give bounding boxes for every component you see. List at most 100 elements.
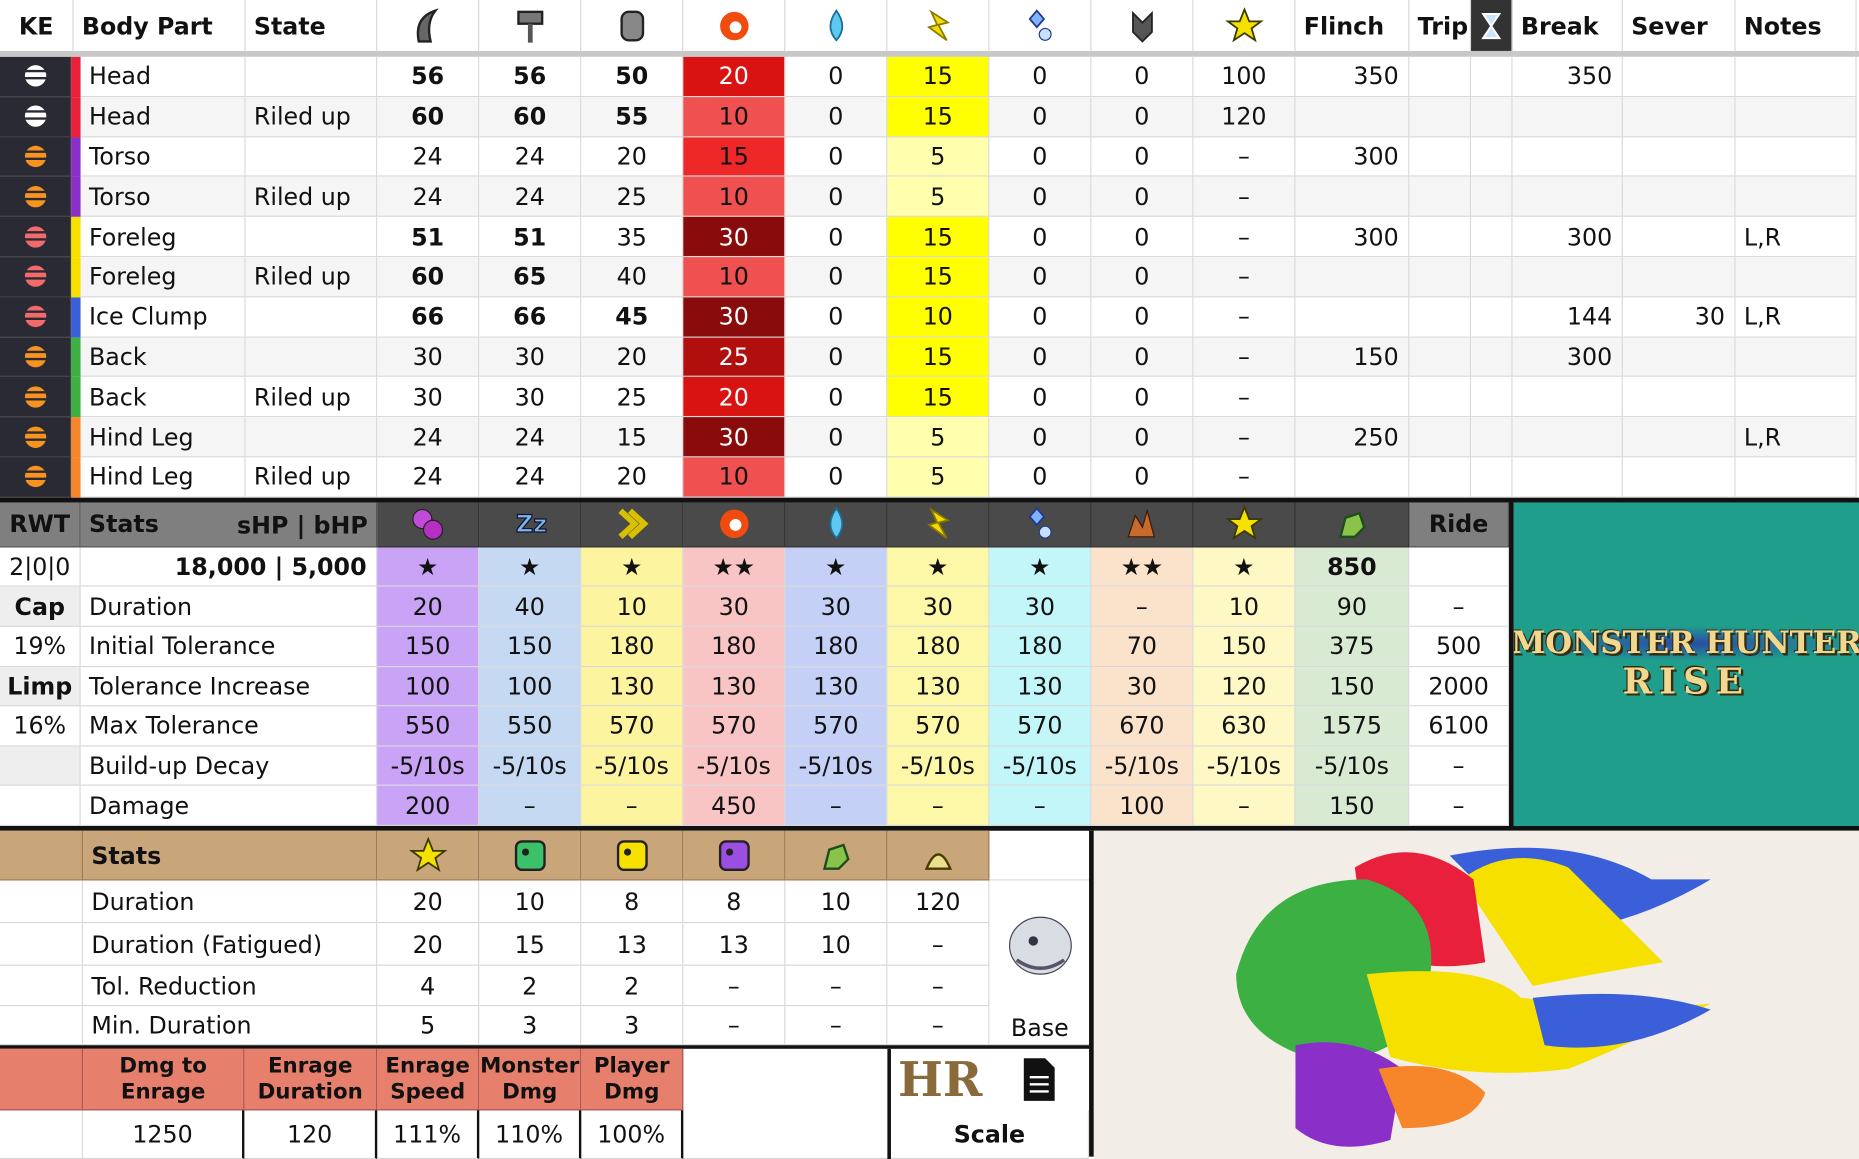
sever: 30 <box>1622 297 1736 338</box>
break: 144 <box>1512 297 1623 338</box>
flinch: 350 <box>1295 56 1410 97</box>
ailment-value: 570 <box>683 706 786 747</box>
hitzone-value: 0 <box>785 377 888 418</box>
icon <box>24 265 46 288</box>
header-icon <box>581 502 684 548</box>
header-cell <box>0 830 84 881</box>
icon <box>1338 511 1366 539</box>
ailment-value: – <box>887 786 990 826</box>
ailment-value: 100 <box>377 666 480 707</box>
ailment-value: – <box>1409 786 1510 826</box>
ailment-value: ★ <box>377 547 480 588</box>
hitzone-value: 20 <box>683 56 786 97</box>
status-value: 4 <box>377 965 480 1007</box>
hitzone-value: 55 <box>581 96 684 137</box>
state: Riled up <box>245 457 378 498</box>
hitzone-value: 10 <box>683 457 786 498</box>
hitzone-value: 0 <box>785 337 888 378</box>
portrait <box>989 880 1092 1010</box>
ailment-value: 550 <box>479 706 582 747</box>
hitzone-value: – <box>1193 457 1296 498</box>
stat-label: Min. Duration <box>83 1006 378 1046</box>
stat-label: Max Tolerance <box>80 706 378 747</box>
logo: MONSTER HUNTER RISE <box>1513 502 1859 826</box>
hitzone-value: – <box>1193 136 1296 178</box>
trip <box>1409 257 1472 298</box>
hitzone-value: 0 <box>785 417 888 458</box>
stat-label: Build-up Decay <box>80 746 378 787</box>
ailment-value: 180 <box>989 626 1092 667</box>
hitzone-value: 51 <box>377 217 480 258</box>
hitzone-value: 24 <box>377 457 480 498</box>
part-color <box>71 297 81 338</box>
sever <box>1622 457 1736 498</box>
flinch <box>1295 257 1410 298</box>
ke-icon <box>0 217 72 258</box>
sever <box>1622 136 1736 178</box>
ke-icon <box>0 377 72 418</box>
status-value: 13 <box>683 923 786 966</box>
hitzone-value: 0 <box>1091 136 1194 178</box>
hitzone-value: 30 <box>377 337 480 378</box>
ailment-value: 200 <box>377 786 480 826</box>
state: Riled up <box>245 177 378 218</box>
ailment-value: 10 <box>581 587 684 627</box>
hitzone-value: 25 <box>581 177 684 218</box>
header-icon <box>989 502 1092 548</box>
header-cell: RWT <box>0 502 81 548</box>
notes: L,R <box>1735 297 1857 338</box>
hitzone-value: 30 <box>683 217 786 258</box>
header-icon <box>1295 502 1410 548</box>
ailment-value: -5/10s <box>887 746 990 787</box>
hitzone-value: 20 <box>683 377 786 418</box>
header-icon <box>887 502 990 548</box>
hitzone-value: 15 <box>887 96 990 137</box>
break <box>1512 377 1623 418</box>
monster-image <box>1093 830 1859 1159</box>
ailment-value: 1575 <box>1295 706 1410 747</box>
hitzone-value: 0 <box>1091 417 1194 458</box>
body-part: Hind Leg <box>80 417 246 458</box>
part-color <box>71 417 81 458</box>
ailment-value: 130 <box>785 666 888 707</box>
header-icon <box>581 0 684 53</box>
status-value: 2 <box>581 965 684 1007</box>
notes <box>1735 96 1857 137</box>
hitzone-value: 15 <box>887 56 990 97</box>
ailment-value: 670 <box>1091 706 1194 747</box>
hitzone-value: 60 <box>377 257 480 298</box>
stat-label: Tolerance Increase <box>80 666 378 707</box>
hitzone-value: 15 <box>683 136 786 178</box>
hitzone-value: 0 <box>989 417 1092 458</box>
trip <box>1409 56 1472 97</box>
ke-icon <box>0 56 72 97</box>
status-value: – <box>887 923 990 966</box>
ailment-value: ★ <box>785 547 888 588</box>
hitzone-value: 30 <box>479 377 582 418</box>
icon <box>24 185 46 208</box>
hitzone-value: 51 <box>479 217 582 258</box>
status-value: 10 <box>785 880 888 924</box>
blank <box>0 965 84 1007</box>
hitzone-value: 0 <box>989 136 1092 178</box>
break <box>1512 96 1623 137</box>
part-color <box>71 457 81 498</box>
header-icon <box>1091 502 1194 548</box>
icon <box>24 105 46 128</box>
hitzone-value: 0 <box>989 377 1092 418</box>
hitzone-value: 24 <box>479 417 582 458</box>
ke-icon <box>0 337 72 378</box>
hitzone-value: – <box>1193 417 1296 458</box>
ailment-value: -5/10s <box>581 746 684 787</box>
hitzone-value: – <box>1193 337 1296 378</box>
state <box>245 217 378 258</box>
header-icon <box>479 830 582 881</box>
hr-logo: HR <box>898 1051 983 1108</box>
icon <box>24 65 46 87</box>
separator <box>0 1045 1090 1049</box>
state: Riled up <box>245 257 378 298</box>
header-cell: Stats <box>80 502 378 548</box>
sever <box>1622 377 1736 418</box>
break <box>1512 257 1623 298</box>
hitzone-value: 0 <box>989 457 1092 498</box>
